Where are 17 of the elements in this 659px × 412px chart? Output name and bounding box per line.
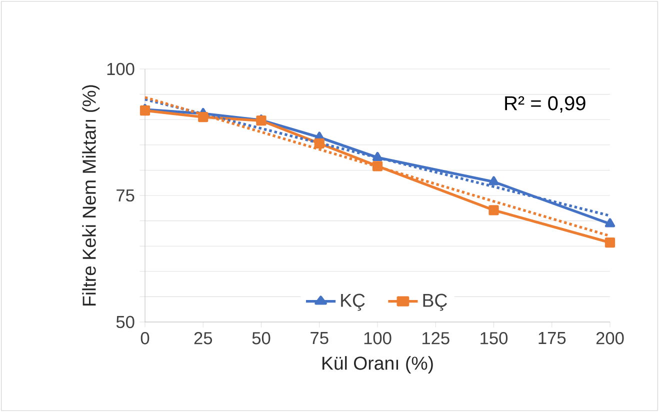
x-tick-label: 50: [252, 332, 270, 344]
x-axis-title: Kül Oranı (%): [322, 356, 433, 374]
legend-label: KÇ: [341, 294, 365, 311]
x-tick-label: 175: [538, 332, 566, 344]
annotation: R² = 0,99: [505, 96, 586, 113]
x-tick-label: 25: [194, 332, 212, 344]
x-tick-label: 75: [310, 332, 328, 344]
x-tick-label: 0: [140, 332, 150, 344]
y-tick-label: 50: [116, 316, 134, 328]
x-tick-label: 125: [422, 332, 450, 344]
x-tick-label: 200: [596, 332, 624, 344]
y-axis-title: Filtre Keki Nem Miktarı (%): [82, 85, 100, 306]
x-tick-label: 100: [364, 332, 392, 344]
x-tick-label: 150: [480, 332, 508, 344]
y-tick-label: 75: [116, 189, 134, 202]
y-tick-label: 100: [107, 62, 134, 76]
legend-label: BÇ: [423, 294, 447, 311]
